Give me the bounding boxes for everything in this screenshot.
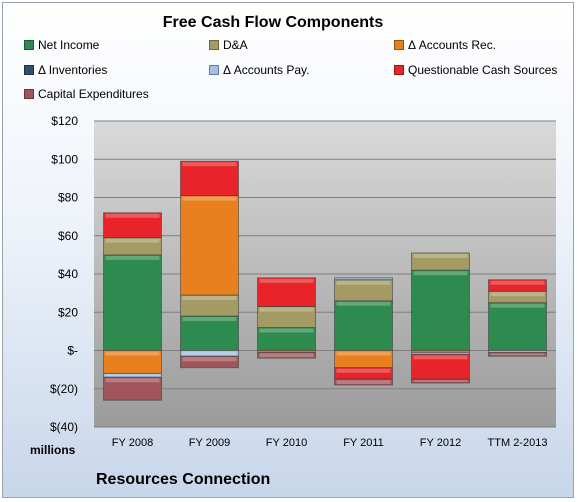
bar-highlight [182,296,237,301]
x-tick-label: TTM 2-2013 [488,437,548,449]
bar-highlight [413,355,468,360]
y-tick-label: $(20) [50,382,78,396]
y-tick-label: $80 [58,191,78,205]
legend-swatch [24,89,34,99]
legend-swatch [394,40,404,50]
x-tick-label: FY 2011 [343,437,384,449]
legend-label: Net Income [38,38,100,52]
legend-item-capex: Capital Expenditures [24,87,149,101]
bar-highlight [413,253,468,258]
y-tick-label: $20 [58,305,78,319]
x-tick-label: FY 2009 [189,437,230,449]
bar-highlight [182,357,237,362]
bar-highlight [336,368,391,373]
bar-segment [180,355,239,369]
bar-segment [334,277,393,281]
bar-segment [257,351,316,359]
legend-item-da: D&A [209,38,248,52]
bar-segment [488,302,547,351]
bar-highlight [259,307,314,312]
legend-swatch [24,65,34,75]
bar-segment [103,254,162,351]
bar-segment [488,279,547,292]
y-tick-label: $120 [51,114,78,128]
y-tick-label: $40 [58,267,78,281]
company-name: Resources Connection [96,471,271,488]
legend-swatch [394,65,404,75]
bar-highlight [182,196,237,201]
bar-highlight [105,213,160,218]
x-tick-label: FY 2012 [420,437,461,449]
bar-highlight [259,353,314,358]
bar-segment [103,376,162,401]
bar-highlight [259,328,314,333]
bar-highlight [105,351,160,356]
bar-highlight [336,351,391,356]
bar-highlight [182,162,237,167]
bar-highlight [105,238,160,243]
y-tick-label: $- [67,344,78,358]
legend-item-questionable-cash: Questionable Cash Sources [394,63,557,77]
bar-segment [257,277,316,308]
bar-segment [411,252,470,271]
bar-highlight [259,278,314,283]
bar-highlight [182,317,237,322]
bar-highlight [336,280,391,285]
bar-segment [488,351,547,357]
bar-segment [411,378,470,384]
bar-highlight [105,378,160,383]
bar-highlight [105,255,160,260]
units-label: millions [30,443,76,457]
x-tick-label: FY 2010 [266,437,307,449]
legend-label: Δ Accounts Rec. [408,38,497,52]
bar-highlight [182,351,237,356]
bar-highlight [490,292,545,297]
bar-segment [103,212,162,239]
bar-highlight [336,380,391,384]
legend-label: Capital Expenditures [38,87,149,101]
bar-segment [180,195,239,296]
y-tick-label: $60 [58,229,78,243]
bar-segment [334,378,393,386]
bar-highlight [490,280,545,285]
bar-highlight [413,271,468,276]
bar-highlight [490,353,545,356]
legend-label: Δ Inventories [38,63,108,77]
bar-highlight [105,374,160,377]
legend-swatch [209,40,219,50]
bar-segment [180,315,239,352]
legend-label: D&A [223,38,248,52]
y-tick-label: $(40) [50,420,78,434]
legend-item-accounts-pay: Δ Accounts Pay. [209,63,310,77]
bar-segment [180,160,239,197]
chart-title: Free Cash Flow Components [162,14,384,31]
legend-swatch [24,40,34,50]
bar-highlight [490,303,545,308]
bar-segment [334,300,393,351]
y-tick-label: $100 [51,152,78,166]
legend-item-inventories: Δ Inventories [24,63,107,77]
legend-label: Questionable Cash Sources [408,63,558,77]
bar-segment [411,269,470,351]
legend-item-accounts-rec: Δ Accounts Rec. [394,38,496,52]
legend-item-net-income: Net Income [24,38,99,52]
bar-highlight [336,301,391,306]
bar-highlight [413,380,468,383]
legend-swatch [209,65,219,75]
x-tick-label: FY 2008 [112,437,153,449]
legend-label: Δ Accounts Pay. [223,63,310,77]
